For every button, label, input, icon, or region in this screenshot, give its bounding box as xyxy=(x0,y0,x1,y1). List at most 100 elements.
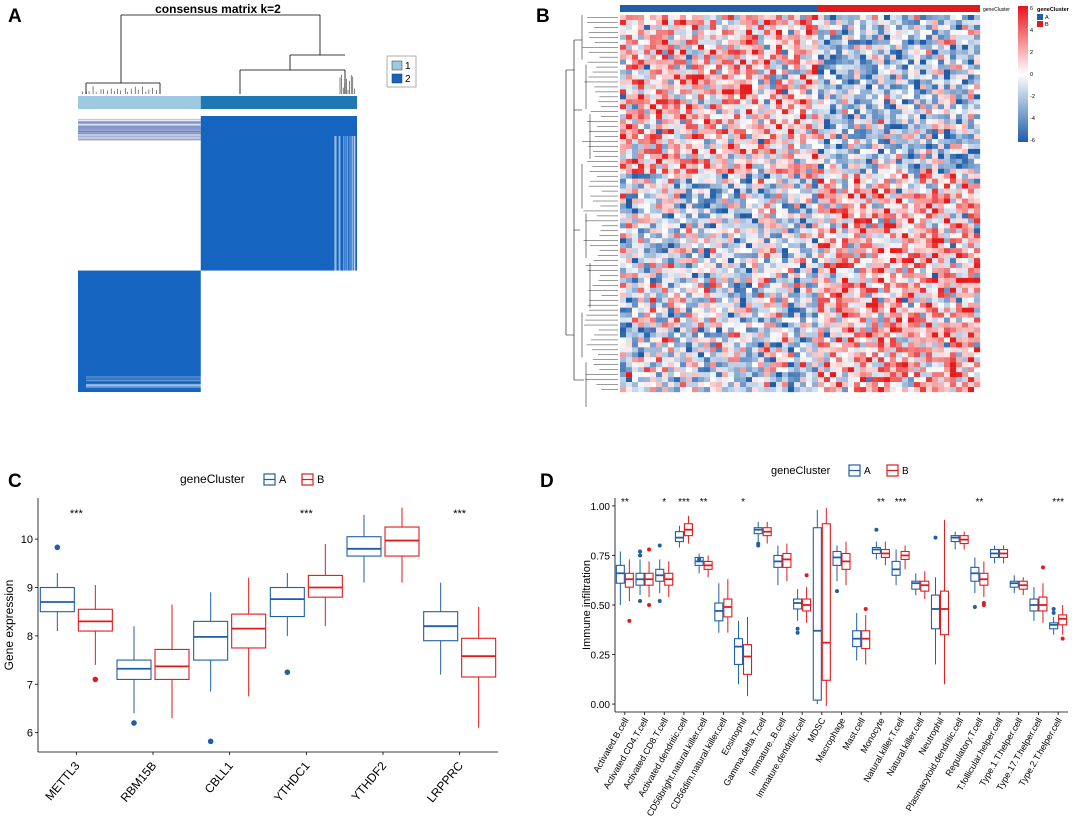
heatmap-cell xyxy=(794,238,801,244)
heatmap-cell xyxy=(644,153,651,159)
heatmap-cell xyxy=(620,153,627,159)
heatmap-cell xyxy=(686,218,693,224)
heatmap-cell xyxy=(836,143,843,150)
heatmap-cell xyxy=(974,44,981,50)
heatmap-cell xyxy=(884,163,891,169)
heatmap-cell xyxy=(638,352,645,358)
heatmap-cell xyxy=(968,79,975,85)
heatmap-cell xyxy=(860,228,867,234)
heatmap-cell xyxy=(884,168,891,174)
heatmap-cell xyxy=(734,34,741,40)
heatmap-cell xyxy=(710,129,717,135)
heatmap-cell xyxy=(716,387,723,393)
dendrogram-branch xyxy=(85,28,161,94)
heatmap-cell xyxy=(914,267,921,274)
heatmap-cell xyxy=(884,228,891,234)
heatmap-cell xyxy=(728,94,735,100)
heatmap-cell xyxy=(692,193,699,199)
heatmap-cell xyxy=(848,158,855,164)
heatmap-cell xyxy=(884,59,891,65)
heatmap-cell xyxy=(632,387,639,393)
heatmap-cell xyxy=(866,124,873,130)
heatmap-cell xyxy=(770,129,777,135)
heatmap-cell xyxy=(938,352,945,358)
heatmap-cell xyxy=(758,34,765,40)
heatmap-cell xyxy=(656,193,663,199)
heatmap-cell xyxy=(758,178,765,184)
heatmap-cell xyxy=(836,387,843,393)
heatmap-cell xyxy=(974,238,981,244)
matrix-noise-band xyxy=(350,136,352,392)
heatmap-cell xyxy=(974,342,981,348)
heatmap-cell xyxy=(932,198,939,204)
heatmap-cell xyxy=(932,49,939,55)
heatmap-cell xyxy=(974,178,981,184)
heatmap-cell xyxy=(710,272,717,279)
heatmap-cell xyxy=(818,39,825,45)
heatmap-cell xyxy=(764,193,771,199)
heatmap-cell xyxy=(728,297,735,303)
heatmap-cell xyxy=(968,277,975,284)
heatmap-cell xyxy=(764,15,771,21)
heatmap-cell xyxy=(758,347,765,353)
heatmap-cell xyxy=(710,223,717,229)
heatmap-cell xyxy=(716,277,723,284)
heatmap-cell xyxy=(770,119,777,125)
heatmap-cell xyxy=(848,267,855,274)
heatmap-cell xyxy=(890,248,897,254)
heatmap-cell xyxy=(884,74,891,80)
heatmap-cell xyxy=(968,218,975,224)
heatmap-cell xyxy=(872,292,879,298)
matrix-noise-band xyxy=(78,133,201,135)
heatmap-cell xyxy=(734,263,741,269)
heatmap-cell xyxy=(806,332,813,338)
heatmap-cell xyxy=(836,352,843,358)
box-body xyxy=(231,613,267,649)
heatmap-cell xyxy=(656,267,663,274)
heatmap-cell xyxy=(938,143,945,150)
heatmap-cell xyxy=(620,253,627,259)
heatmap-cell xyxy=(872,99,879,105)
heatmap-cell xyxy=(680,357,687,363)
heatmap-cell xyxy=(692,208,699,214)
heatmap-cell xyxy=(776,352,783,358)
heatmap-cell xyxy=(626,29,633,35)
heatmap-cell xyxy=(884,342,891,348)
heatmap-cell xyxy=(716,99,723,105)
heatmap-cell xyxy=(668,124,675,130)
heatmap-cell xyxy=(704,188,711,194)
heatmap-cell xyxy=(956,307,963,313)
heatmap-cell xyxy=(764,24,771,31)
heatmap-cell xyxy=(626,357,633,363)
heatmap-cell xyxy=(896,322,903,328)
heatmap-cell xyxy=(620,263,627,269)
heatmap-cell xyxy=(950,19,957,26)
heatmap-cell xyxy=(932,109,939,115)
heatmap-cell xyxy=(908,114,915,120)
heatmap-cell xyxy=(740,272,747,279)
heatmap-cell xyxy=(620,119,627,125)
heatmap-cell xyxy=(962,322,969,328)
heatmap-cell xyxy=(830,59,837,65)
heatmap-cell xyxy=(926,218,933,224)
heatmap-cell xyxy=(716,208,723,214)
heatmap-cell xyxy=(950,267,957,274)
heatmap-cell xyxy=(800,104,807,110)
heatmap-cell xyxy=(890,213,897,219)
heatmap-cell xyxy=(950,238,957,244)
heatmap-cell xyxy=(782,357,789,363)
heatmap-cell xyxy=(914,163,921,169)
heatmap-cell xyxy=(872,134,879,140)
heatmap-cell xyxy=(956,272,963,279)
heatmap-cell xyxy=(890,367,897,373)
heatmap-cell xyxy=(866,297,873,303)
heatmap-cell xyxy=(722,263,729,269)
heatmap-cell xyxy=(704,243,711,249)
heatmap-cell xyxy=(800,29,807,35)
heatmap-cell xyxy=(890,34,897,40)
heatmap-cell xyxy=(848,94,855,100)
heatmap-cell xyxy=(848,114,855,120)
heatmap-cell xyxy=(890,267,897,274)
heatmap-cell xyxy=(854,342,861,348)
heatmap-cell xyxy=(878,238,885,244)
